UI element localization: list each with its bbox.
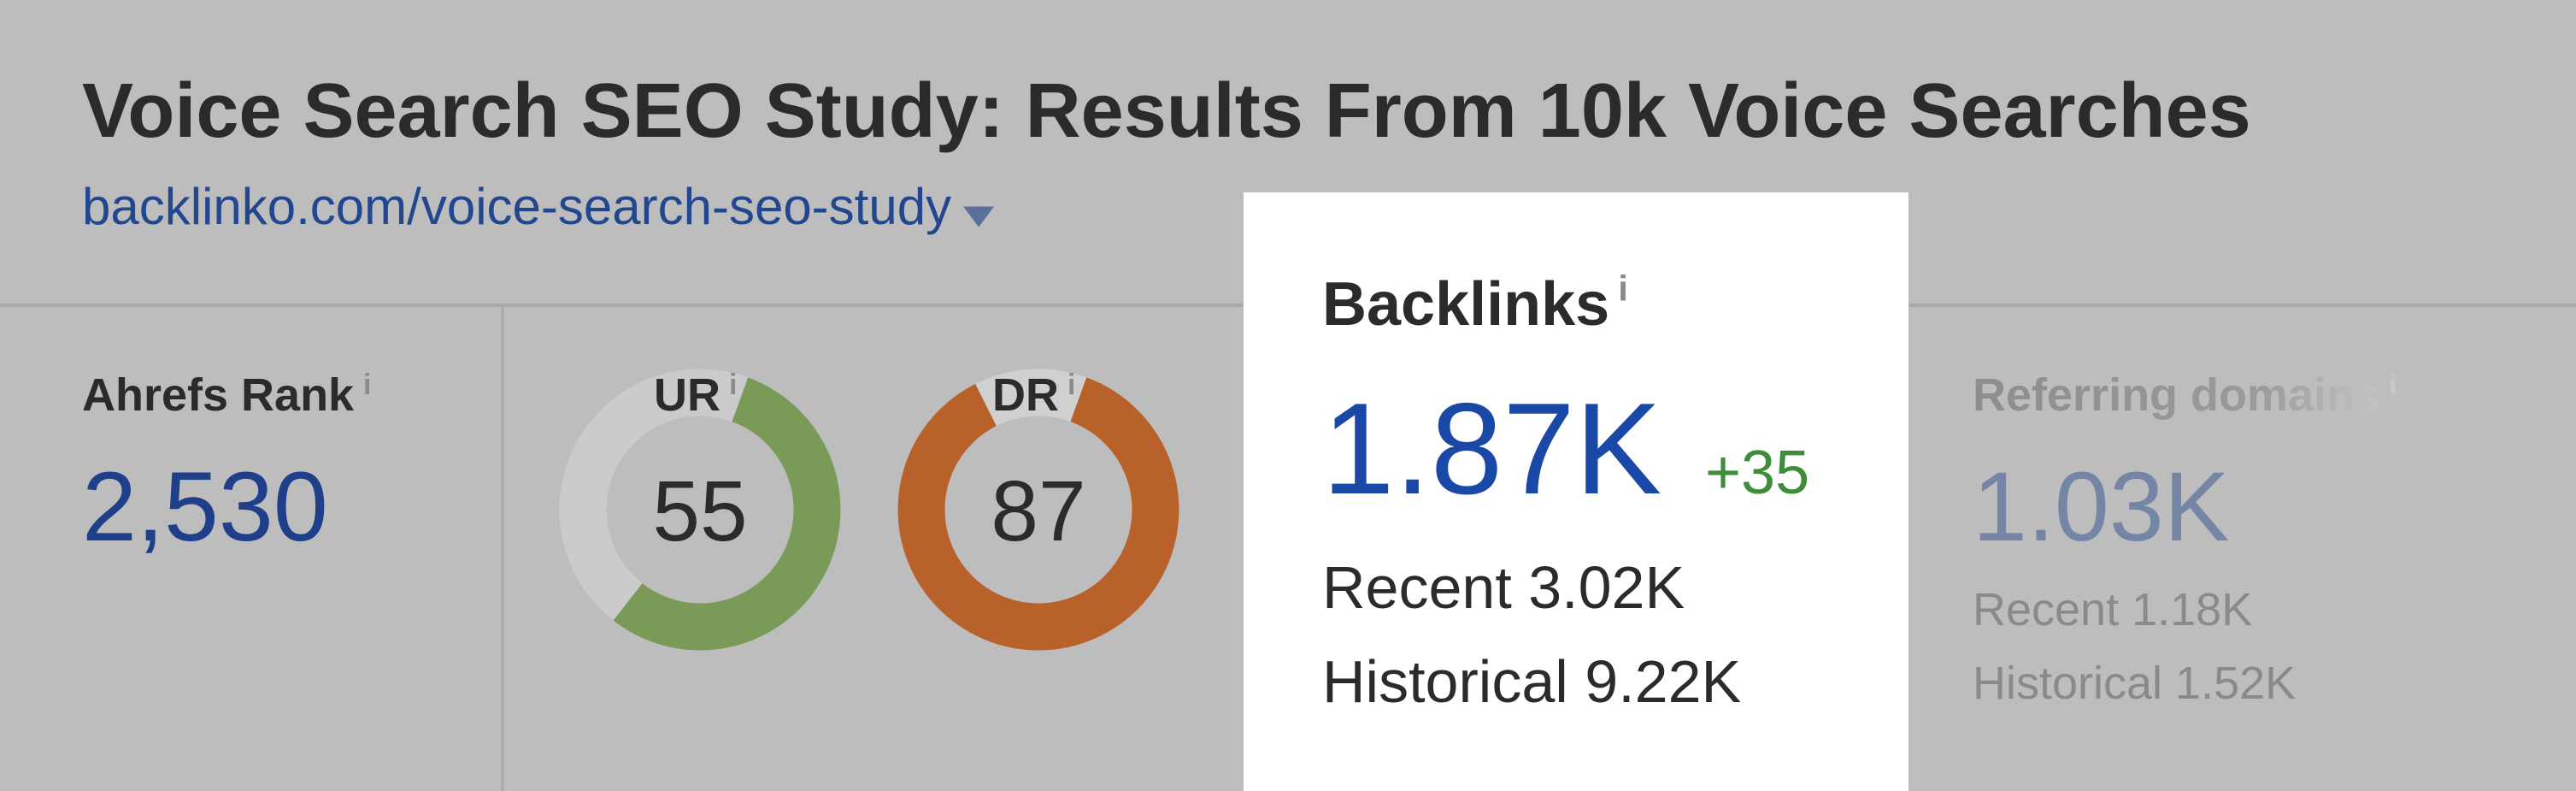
metric-recent: Recent 3.02K <box>1322 554 1685 621</box>
info-icon: i <box>729 369 737 401</box>
metric-label: Backlinks <box>1322 270 1609 339</box>
metric-change: +35 <box>1705 439 1809 507</box>
highlight-card <box>1244 192 1908 791</box>
info-icon: i <box>1067 369 1075 401</box>
metric-label: Ahrefs Rank <box>82 369 355 421</box>
metric-historical: Historical 1.52K <box>1973 658 2296 709</box>
metric-recent: Recent 1.18K <box>1973 584 2252 635</box>
metric-historical: Historical 9.22K <box>1322 648 1741 715</box>
metric-value: 2,530 <box>82 452 328 562</box>
metric-value: 55 <box>652 463 747 559</box>
metric-label: Referring domains <box>1973 369 2380 421</box>
gauge-arc <box>897 369 1179 651</box>
metric-value: 1.87K <box>1322 376 1661 522</box>
dropdown-caret[interactable] <box>963 206 995 227</box>
info-icon: i <box>2389 369 2397 401</box>
metric-label: DR <box>992 369 1059 421</box>
info-icon: i <box>1618 269 1628 309</box>
info-icon: i <box>363 369 371 401</box>
metric-label: UR <box>654 369 720 421</box>
metric-value: 87 <box>991 463 1085 559</box>
gauge-arc <box>559 369 841 651</box>
page-title: Voice Search SEO Study: Results From 10k… <box>82 68 2251 154</box>
metric-value: 1.03K <box>1973 452 2230 562</box>
page-url[interactable]: backlinko.com/voice-search-seo-study <box>82 178 951 235</box>
